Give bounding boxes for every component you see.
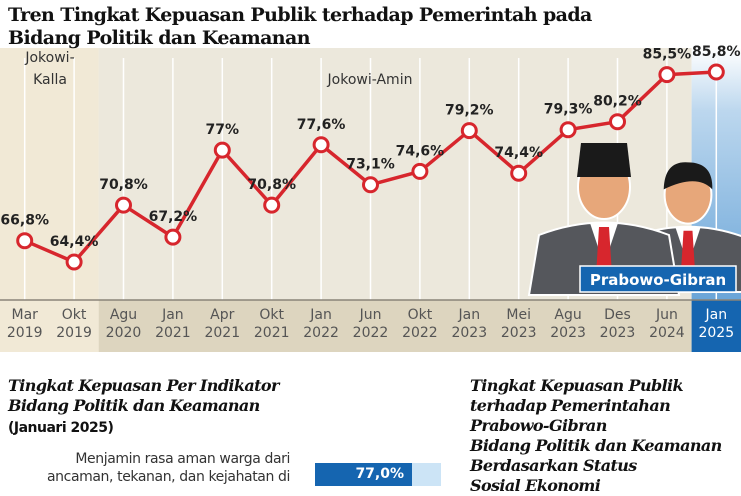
data-point (312, 136, 330, 154)
data-label: 85,5% (643, 47, 692, 63)
title-line: Sosial Ekonomi (470, 476, 601, 495)
title-line: Tingkat Kepuasan Per Indikator (8, 376, 279, 395)
period-label: Jokowi- (24, 50, 74, 66)
data-label: 70,8% (247, 177, 296, 193)
x-tick-label: 2025 (698, 325, 734, 341)
x-tick-label: Agu (554, 307, 581, 323)
x-tick-label: Jan (705, 307, 728, 323)
x-tick-label: Mei (506, 307, 531, 323)
x-tick-label: 2023 (600, 325, 636, 341)
data-label: 70,8% (99, 177, 148, 193)
x-tick-label: Apr (210, 307, 234, 323)
x-tick-label: Jun (359, 307, 382, 323)
indicator-bar: 77,0% (315, 463, 441, 486)
data-point (16, 232, 34, 250)
data-label: 67,2% (149, 209, 198, 225)
title-line: terhadap Pemerintahan (470, 396, 671, 415)
x-tick-label: Jan (458, 307, 481, 323)
data-label: 74,6% (396, 143, 445, 159)
line-chart: Jokowi- Kalla Jokowi-Amin Prabowo-Gibran 66,… (0, 44, 741, 352)
svg-text:Prabowo-Gibran: Prabowo-Gibran (590, 271, 726, 289)
data-label: 66,8% (0, 213, 49, 229)
x-tick-label: Agu (110, 307, 137, 323)
indicator-label: Menjamin rasa aman warga dari ancaman, t… (47, 451, 290, 485)
data-point (658, 66, 676, 84)
data-label: 80,2% (593, 94, 642, 110)
data-point (411, 162, 429, 180)
data-label: 77,6% (297, 117, 346, 133)
data-point (362, 176, 379, 194)
x-tick-label: Des (604, 307, 631, 323)
x-tick-label: Okt (408, 307, 433, 323)
data-label: 77% (206, 122, 240, 138)
period-label: Jokowi-Amin (327, 72, 413, 88)
x-tick-label: 2021 (254, 325, 290, 341)
data-point (164, 228, 182, 246)
title-line: Tingkat Kepuasan Publik (470, 376, 684, 395)
x-tick-label: Mar (11, 307, 38, 323)
x-tick-label: 2019 (7, 325, 43, 341)
x-tick-label: 2022 (353, 325, 389, 341)
title-line: Berdasarkan Status (470, 456, 637, 475)
data-label: 79,2% (445, 103, 494, 119)
data-label: 79,3% (544, 102, 593, 118)
x-tick-label: 2023 (550, 325, 586, 341)
x-tick-label: Okt (259, 307, 284, 323)
x-tick-label: Okt (62, 307, 87, 323)
data-label: 74,4% (494, 145, 543, 161)
data-point (559, 121, 577, 139)
data-point (115, 196, 132, 214)
page-title: Tren Tingkat Kepuasan Publik terhadap Pe… (8, 4, 592, 49)
data-label: 85,8% (692, 44, 741, 60)
indicator-bar-fill: 77,0% (315, 463, 413, 486)
title-line: Bidang Politik dan Keamanan (8, 396, 260, 415)
indicator-section-title: Tingkat Kepuasan Per Indikator Bidang Po… (8, 376, 279, 416)
x-tick-label: 2024 (649, 325, 685, 341)
data-label: 64,4% (50, 234, 99, 250)
data-point (65, 253, 83, 271)
x-tick-label: 2022 (303, 325, 339, 341)
indicator-section-subtitle: (Januari 2025) (8, 420, 114, 436)
x-tick-label: 2023 (501, 325, 537, 341)
title-line: Bidang Politik dan Keamanan (470, 436, 722, 455)
x-tick-label: 2023 (451, 325, 487, 341)
data-point (263, 196, 281, 214)
data-point (510, 164, 528, 182)
x-tick-label: 2021 (155, 325, 191, 341)
socioeconomic-section-title: Tingkat Kepuasan Publik terhadap Pemerin… (470, 376, 722, 496)
x-tick-label: Jan (161, 307, 184, 323)
period-jokowi-kalla (0, 48, 99, 352)
x-tick-label: 2022 (402, 325, 438, 341)
x-tick-label: 2019 (56, 325, 92, 341)
period-label: Kalla (33, 72, 67, 88)
x-tick-label: Jan (309, 307, 332, 323)
title-line: Prabowo-Gibran (470, 416, 607, 435)
data-label: 73,1% (346, 157, 395, 173)
data-point (609, 113, 626, 131)
data-point (213, 141, 231, 159)
x-tick-label: 2020 (106, 325, 142, 341)
data-point (460, 122, 478, 140)
x-tick-label: Jun (655, 307, 678, 323)
data-point (707, 63, 725, 81)
prabowo-gibran-label: Prabowo-Gibran (579, 265, 737, 293)
x-tick-label: 2021 (204, 325, 240, 341)
